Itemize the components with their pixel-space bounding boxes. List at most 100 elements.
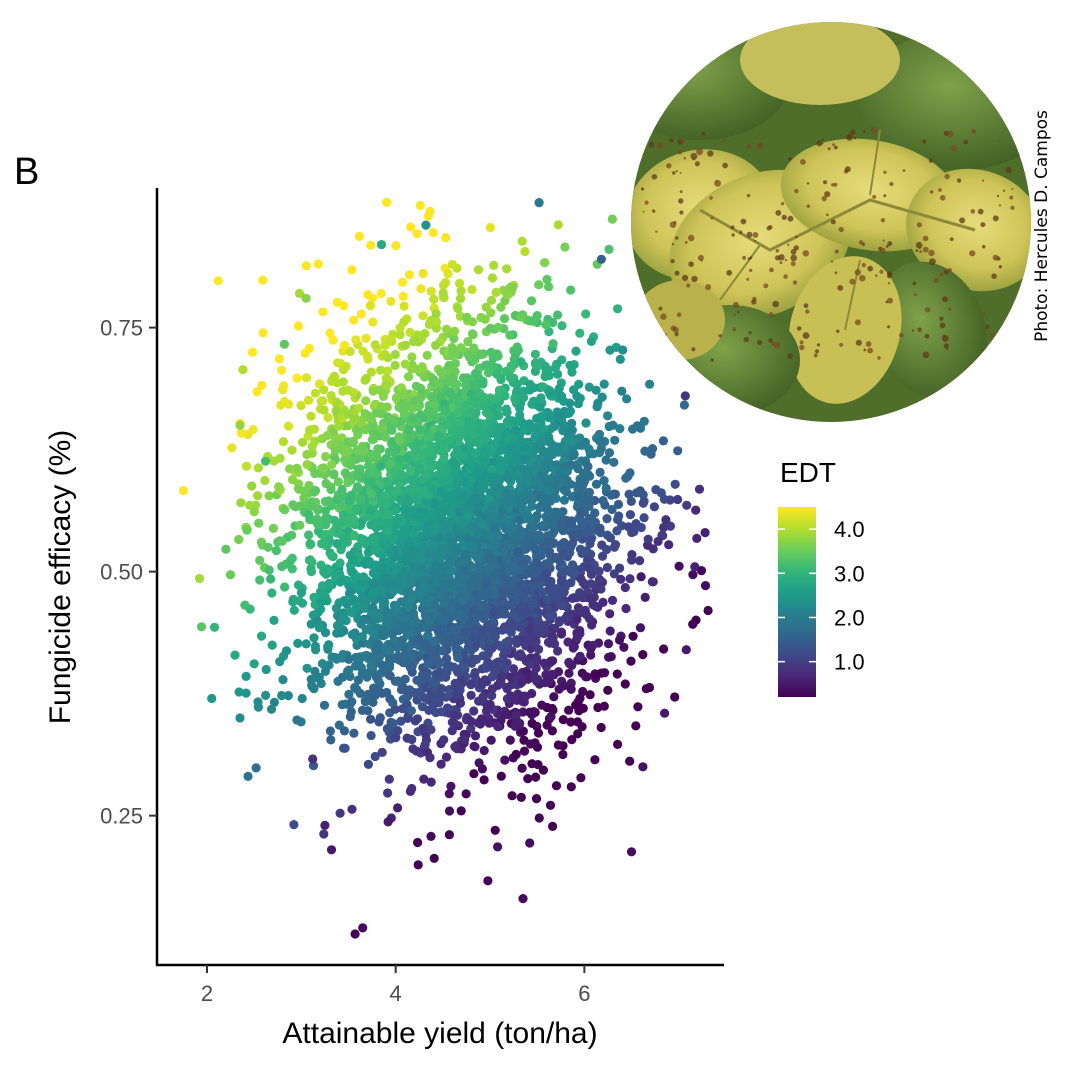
- scatter-point: [461, 789, 471, 799]
- scatter-point: [400, 359, 410, 369]
- scatter-point: [356, 309, 366, 319]
- scatter-point: [505, 282, 515, 292]
- scatter-point: [557, 391, 567, 401]
- scatter-point: [333, 676, 343, 687]
- scatter-point: [523, 477, 533, 487]
- scatter-point: [566, 684, 576, 694]
- scatter-point: [391, 241, 401, 251]
- scatter-point: [456, 675, 466, 685]
- scatter-point: [430, 600, 440, 610]
- scatter-point: [635, 423, 646, 433]
- scatter-point: [568, 643, 578, 653]
- scatter-point: [431, 309, 441, 319]
- scatter-point: [241, 671, 251, 682]
- scatter-point: [563, 429, 573, 439]
- scatter-point: [670, 479, 680, 489]
- scatter-point: [521, 579, 531, 590]
- scatter-point: [491, 287, 501, 297]
- scatter-point: [358, 346, 368, 356]
- scatter-point: [377, 423, 387, 433]
- scatter-point: [540, 258, 550, 268]
- scatter-point: [421, 220, 431, 230]
- scatter-point: [326, 845, 337, 855]
- leaf-photo-inset: [631, 22, 1031, 422]
- scatter-point: [525, 379, 535, 389]
- scatter-point: [369, 434, 379, 444]
- scatter-point: [546, 576, 556, 587]
- scatter-point: [343, 477, 353, 488]
- scatter-point: [451, 460, 461, 470]
- x-tick-label: 4: [390, 981, 402, 1006]
- scatter-point: [453, 304, 463, 314]
- scatter-point: [635, 623, 646, 633]
- scatter-point: [350, 929, 360, 939]
- scatter-point: [332, 397, 342, 407]
- scatter-point: [434, 553, 444, 563]
- scatter-point: [310, 486, 321, 496]
- scatter-point: [480, 361, 490, 371]
- scatter-point: [469, 428, 479, 438]
- scatter-point: [513, 547, 523, 558]
- scatter-point: [649, 502, 660, 512]
- scatter-point: [449, 625, 459, 636]
- scatter-point: [467, 497, 477, 507]
- scatter-point: [482, 581, 492, 591]
- scatter-point: [427, 677, 437, 687]
- scatter-point: [428, 540, 438, 550]
- scatter-point: [548, 821, 558, 832]
- scatter-point: [576, 508, 586, 518]
- scatter-point: [326, 391, 336, 401]
- scatter-point: [595, 436, 605, 446]
- scatter-point: [531, 444, 541, 454]
- scatter-point: [520, 246, 530, 257]
- scatter-point: [454, 432, 464, 442]
- scatter-point: [447, 726, 457, 736]
- scatter-point: [613, 499, 624, 509]
- scatter-point: [354, 231, 364, 241]
- scatter-point: [584, 444, 594, 454]
- scatter-point: [441, 233, 451, 243]
- scatter-point: [544, 486, 554, 496]
- scatter-point: [404, 372, 414, 382]
- scatter-point: [615, 354, 625, 364]
- scatter-point: [449, 711, 459, 721]
- scatter-point: [329, 515, 340, 526]
- scatter-point: [653, 536, 663, 547]
- scatter-point: [503, 473, 513, 483]
- scatter-point: [359, 601, 369, 612]
- scatter-point: [543, 637, 554, 647]
- scatter-point: [477, 563, 487, 573]
- scatter-point: [477, 714, 487, 724]
- scatter-point: [531, 566, 541, 577]
- scatter-point: [361, 333, 371, 343]
- scatter-point: [449, 333, 459, 344]
- scatter-point: [398, 470, 408, 480]
- scatter-point: [446, 781, 456, 791]
- scatter-point: [612, 526, 622, 536]
- scatter-point: [696, 566, 707, 576]
- scatter-point: [347, 567, 357, 577]
- scatter-point: [466, 716, 476, 727]
- scatter-point: [269, 615, 279, 626]
- scatter-point: [500, 709, 510, 719]
- scatter-point: [572, 615, 582, 625]
- scatter-point: [283, 399, 294, 409]
- scatter-point: [467, 329, 478, 339]
- x-tick-label: 2: [201, 981, 213, 1006]
- scatter-point: [565, 398, 575, 408]
- scatter-point: [431, 316, 441, 327]
- scatter-point: [209, 622, 220, 632]
- scatter-point: [367, 293, 378, 303]
- scatter-point: [368, 588, 378, 598]
- scatter-point: [389, 635, 399, 645]
- scatter-point: [599, 476, 609, 486]
- scatter-point: [496, 302, 506, 312]
- scatter-point: [429, 568, 440, 578]
- scatter-point: [530, 349, 541, 359]
- scatter-point: [352, 601, 362, 611]
- scatter-point: [505, 735, 515, 745]
- scatter-point: [350, 661, 361, 671]
- scatter-point: [605, 609, 615, 619]
- scatter-point: [393, 676, 403, 686]
- scatter-point: [427, 392, 437, 402]
